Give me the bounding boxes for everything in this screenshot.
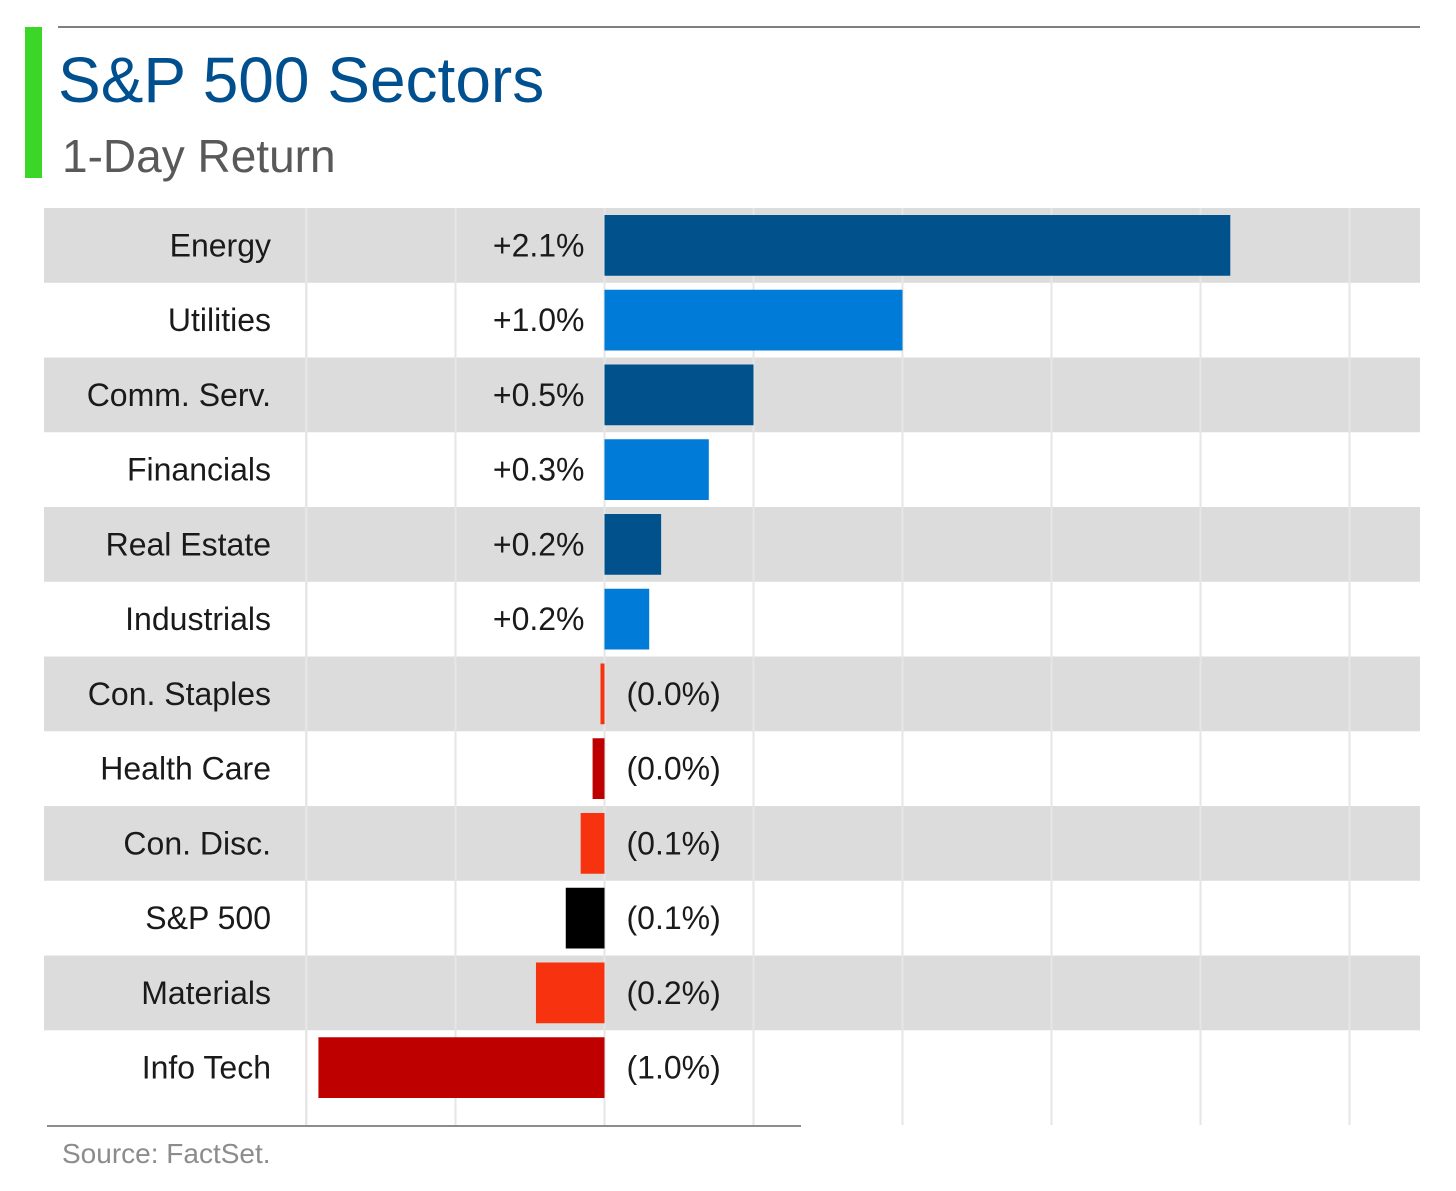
value-label: (0.0%) [627, 751, 721, 787]
category-label: Energy [170, 227, 271, 263]
category-label: Info Tech [142, 1050, 271, 1086]
value-label: (0.1%) [627, 900, 721, 936]
bottom-rule [47, 1125, 801, 1127]
bar [604, 588, 650, 650]
category-label: Financials [127, 452, 271, 488]
chart-subtitle: 1-Day Return [62, 130, 336, 182]
value-label: (0.0%) [627, 676, 721, 712]
category-label: Con. Disc. [123, 825, 271, 861]
row-band [44, 507, 1420, 582]
bar [565, 887, 605, 949]
bar [604, 514, 662, 575]
category-label: Utilities [168, 302, 271, 338]
value-label: +0.2% [493, 601, 585, 637]
category-label: Materials [141, 975, 271, 1011]
row-band [44, 656, 1420, 732]
category-label: Con. Staples [88, 676, 271, 712]
bar [535, 962, 605, 1024]
bar [604, 289, 903, 351]
source-note: Source: FactSet. [62, 1138, 271, 1169]
category-label: S&P 500 [145, 900, 271, 936]
bar [592, 738, 605, 799]
bar [604, 215, 1231, 276]
row-band [44, 806, 1420, 881]
value-label: +0.3% [493, 452, 585, 488]
category-label: Health Care [100, 751, 271, 787]
category-label: Real Estate [106, 526, 271, 562]
accent-bar [25, 27, 42, 178]
bar [604, 364, 754, 426]
bar [600, 663, 605, 725]
value-label: (1.0%) [627, 1050, 721, 1086]
value-label: +0.5% [493, 377, 585, 413]
category-label: Industrials [125, 601, 271, 637]
top-rule [58, 26, 1420, 28]
row-band [44, 955, 1420, 1031]
value-label: (0.2%) [627, 975, 721, 1011]
value-label: (0.1%) [627, 825, 721, 861]
bar [318, 1037, 605, 1098]
category-label: Comm. Serv. [87, 377, 271, 413]
bar [580, 813, 605, 874]
chart-title: S&P 500 Sectors [58, 44, 545, 116]
value-label: +1.0% [493, 302, 585, 338]
value-label: +2.1% [493, 227, 585, 263]
bar [604, 439, 709, 500]
value-label: +0.2% [493, 526, 585, 562]
